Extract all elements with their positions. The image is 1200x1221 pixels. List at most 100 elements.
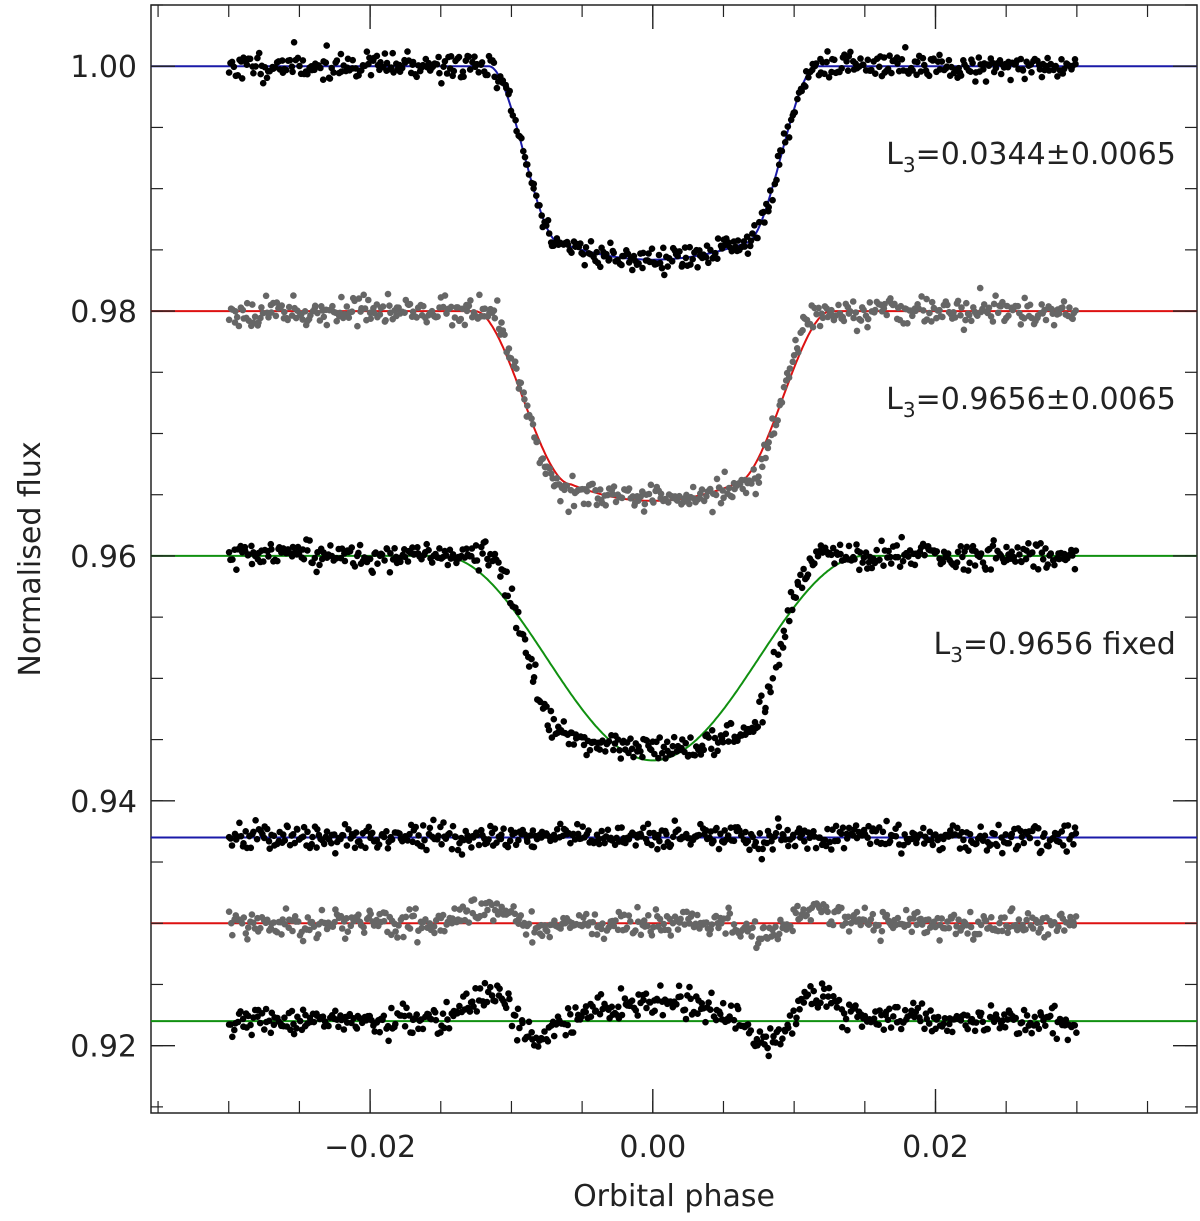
- data-point: [840, 1010, 848, 1017]
- annotation-subscript: 3: [950, 643, 963, 667]
- data-point: [304, 914, 312, 921]
- data-point: [945, 924, 953, 932]
- data-point: [512, 624, 520, 632]
- data-point: [610, 922, 618, 930]
- data-point: [878, 537, 885, 545]
- data-point: [767, 688, 774, 696]
- data-point: [368, 1017, 375, 1024]
- data-point: [543, 703, 550, 710]
- data-point: [1008, 905, 1016, 912]
- data-point: [413, 314, 421, 321]
- data-point: [444, 1016, 451, 1023]
- data-point: [860, 306, 867, 314]
- data-point: [639, 264, 646, 272]
- data-point: [414, 939, 421, 946]
- data-point: [881, 300, 888, 308]
- data-point: [382, 909, 389, 917]
- data-point: [511, 1012, 519, 1019]
- data-point: [299, 833, 307, 840]
- data-point: [488, 901, 496, 909]
- data-point: [866, 299, 874, 306]
- data-point: [746, 846, 753, 854]
- data-point: [564, 241, 572, 248]
- data-point: [502, 1004, 510, 1012]
- data-point: [835, 996, 843, 1004]
- data-point: [299, 1006, 307, 1014]
- data-point: [625, 485, 633, 492]
- data-point: [229, 556, 236, 563]
- data-point: [780, 130, 788, 137]
- data-point: [272, 312, 280, 320]
- data-point: [651, 1007, 658, 1015]
- data-point: [581, 261, 588, 269]
- data-point: [418, 843, 426, 850]
- data-point: [775, 823, 783, 831]
- data-point: [851, 556, 858, 563]
- data-point: [645, 490, 653, 498]
- data-point: [662, 755, 669, 762]
- data-point: [1025, 540, 1032, 547]
- data-point: [835, 301, 842, 309]
- data-point: [744, 1021, 752, 1028]
- data-point: [463, 307, 471, 315]
- data-point: [345, 314, 353, 322]
- data-point: [414, 544, 421, 551]
- data-point: [423, 540, 431, 548]
- data-point: [1037, 925, 1044, 932]
- data-point: [767, 187, 774, 194]
- data-point: [967, 68, 974, 75]
- data-point: [268, 546, 275, 553]
- data-point: [1018, 833, 1026, 841]
- data-point: [824, 48, 831, 55]
- data-point: [671, 817, 679, 824]
- data-point: [640, 996, 647, 1004]
- data-point: [337, 912, 345, 920]
- data-point: [265, 838, 273, 845]
- data-point: [1047, 1012, 1054, 1020]
- data-point: [386, 302, 393, 310]
- data-point: [965, 847, 972, 854]
- data-point: [487, 983, 494, 991]
- data-point: [774, 651, 782, 658]
- data-point: [225, 69, 233, 76]
- data-point: [669, 833, 677, 841]
- data-point: [677, 915, 684, 923]
- data-point: [861, 904, 869, 912]
- data-point: [367, 910, 375, 918]
- data-point: [726, 910, 734, 917]
- data-point: [289, 543, 297, 551]
- data-point: [473, 831, 481, 839]
- data-point: [797, 571, 804, 579]
- data-point: [686, 243, 693, 251]
- data-point: [539, 455, 547, 462]
- data-point: [1034, 566, 1042, 573]
- data-point: [386, 569, 394, 576]
- data-point: [1072, 60, 1079, 68]
- data-point: [381, 50, 389, 57]
- data-point: [925, 72, 933, 80]
- data-point: [786, 617, 793, 625]
- data-point: [1039, 556, 1047, 563]
- data-point: [609, 491, 617, 498]
- data-point: [423, 318, 431, 326]
- data-point: [641, 500, 649, 508]
- data-point: [612, 917, 619, 924]
- data-point: [618, 494, 626, 502]
- data-point: [238, 75, 246, 82]
- data-point: [724, 832, 732, 839]
- data-point: [989, 542, 997, 549]
- data-point: [1008, 548, 1015, 555]
- data-point: [856, 566, 863, 574]
- data-point: [953, 559, 961, 566]
- data-point: [597, 263, 604, 271]
- data-point: [828, 551, 835, 559]
- data-point: [762, 454, 769, 462]
- data-point: [804, 991, 812, 998]
- data-point: [812, 844, 820, 852]
- data-point: [918, 1000, 926, 1007]
- data-point: [707, 246, 714, 254]
- data-point: [369, 569, 377, 576]
- data-point: [543, 222, 550, 229]
- data-point: [313, 568, 320, 576]
- data-point: [847, 919, 855, 927]
